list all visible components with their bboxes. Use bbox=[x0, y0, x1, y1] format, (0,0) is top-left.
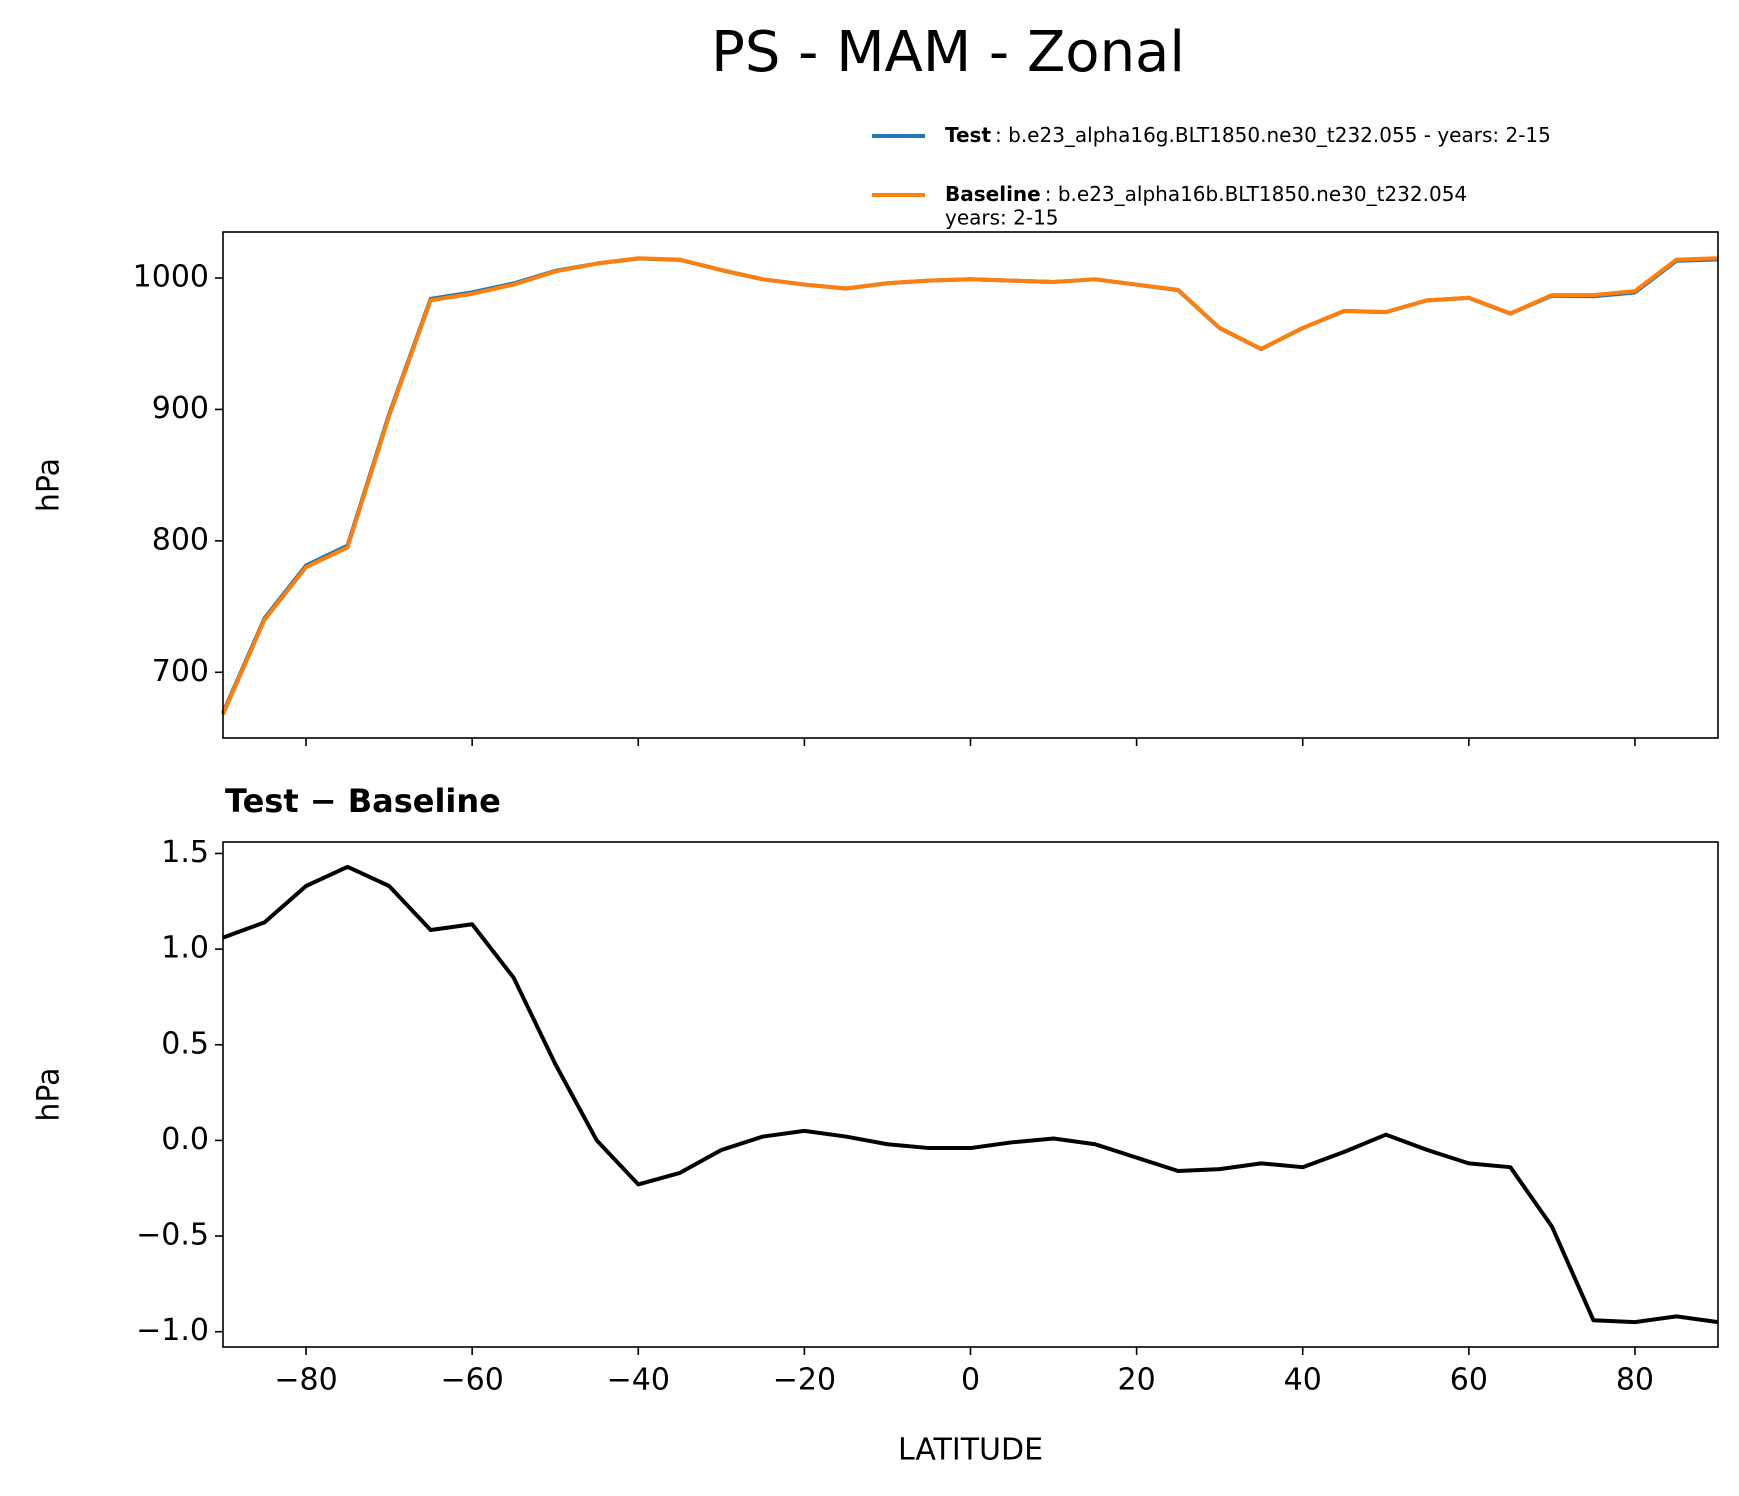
figure-title: PS - MAM - Zonal bbox=[711, 20, 1185, 85]
x-tick-label: 20 bbox=[1118, 1363, 1156, 1398]
y-tick-label: 700 bbox=[152, 654, 209, 689]
x-tick-label: 60 bbox=[1450, 1363, 1488, 1398]
y-tick-label: 1.5 bbox=[161, 835, 209, 870]
y-axis-label: hPa bbox=[32, 458, 67, 512]
x-tick-label: −80 bbox=[274, 1363, 337, 1398]
data-line bbox=[222, 864, 1719, 1325]
legend-description: : b.e23_alpha16g.BLT1850.ne30_t232.055 -… bbox=[995, 123, 1551, 147]
x-tick-label: −20 bbox=[773, 1363, 836, 1398]
legend-entry: Test: b.e23_alpha16g.BLT1850.ne30_t232.0… bbox=[945, 123, 1551, 147]
x-tick-label: 40 bbox=[1284, 1363, 1322, 1398]
x-axis-label: LATITUDE bbox=[898, 1433, 1043, 1468]
x-tick-label: 80 bbox=[1616, 1363, 1654, 1398]
legend-name: Baseline bbox=[945, 182, 1041, 206]
y-tick-label: 1000 bbox=[133, 260, 209, 295]
x-tick-label: −60 bbox=[441, 1363, 504, 1398]
y-tick-label: 800 bbox=[152, 522, 209, 557]
x-tick-label: −40 bbox=[607, 1363, 670, 1398]
plot-frame bbox=[222, 231, 1719, 739]
y-axis-label: hPa bbox=[32, 1067, 67, 1121]
y-tick-label: 900 bbox=[152, 391, 209, 426]
panel-title: Test − Baseline bbox=[225, 782, 501, 820]
legend-description: years: 2-15 bbox=[945, 206, 1059, 230]
x-tick-label: 0 bbox=[961, 1363, 980, 1398]
y-tick-label: −1.0 bbox=[136, 1313, 209, 1348]
y-tick-label: −0.5 bbox=[136, 1218, 209, 1253]
plot-frame bbox=[222, 841, 1719, 1348]
data-line bbox=[221, 256, 1719, 714]
y-tick-label: 0.5 bbox=[161, 1026, 209, 1061]
y-tick-label: 1.0 bbox=[161, 931, 209, 966]
y-tick-label: 0.0 bbox=[161, 1122, 209, 1157]
legend-name: Test bbox=[945, 123, 991, 147]
data-line bbox=[221, 256, 1719, 716]
legend-description: : b.e23_alpha16b.BLT1850.ne30_t232.054 bbox=[1045, 182, 1467, 206]
legend-entry: Baseline: b.e23_alpha16b.BLT1850.ne30_t2… bbox=[945, 182, 1467, 206]
